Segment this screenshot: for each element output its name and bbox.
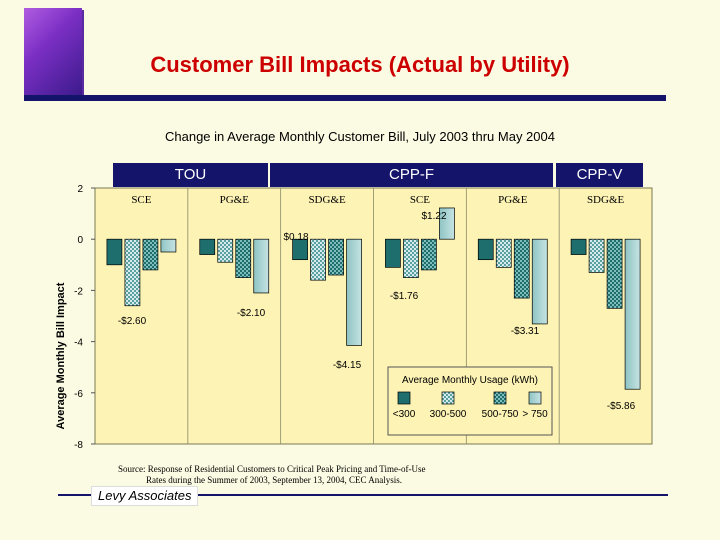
- data-label: -$2.10: [237, 308, 266, 319]
- bar: [235, 238, 252, 278]
- bar: [124, 238, 141, 307]
- band-cpp-f: CPP-F: [270, 163, 553, 187]
- data-label: -$5.86: [607, 401, 636, 412]
- y-tick-label: 0: [77, 235, 83, 246]
- y-axis-label: Average Monthly Bill Impact: [55, 282, 67, 429]
- category-label: SCE: [131, 194, 151, 206]
- y-tick-label: -6: [74, 389, 83, 400]
- category-label: SDG&E: [587, 194, 625, 206]
- category-label: SCE: [410, 194, 430, 206]
- page-title: Customer Bill Impacts (Actual by Utility…: [150, 52, 570, 77]
- source-line-1: Source: Response of Residential Customer…: [118, 464, 426, 474]
- y-tick-label: -2: [74, 286, 83, 297]
- bar: [606, 238, 623, 309]
- bar: [346, 238, 362, 346]
- legend-swatch: [493, 391, 507, 405]
- source-line-2: Rates during the Summer of 2003, Septemb…: [146, 475, 402, 485]
- legend-box: [387, 366, 553, 436]
- bar: [421, 238, 437, 271]
- bar: [588, 238, 605, 273]
- bar: [531, 238, 548, 325]
- bar: [570, 238, 587, 255]
- bar: [624, 238, 641, 390]
- bar: [385, 238, 401, 268]
- bar: [328, 238, 344, 276]
- y-tick-label: -8: [74, 440, 83, 451]
- category-label: SDG&E: [308, 194, 346, 206]
- band-label-cpp-f: CPP-F: [389, 166, 434, 183]
- header-rule: [24, 95, 666, 101]
- data-label: -$2.60: [118, 316, 147, 327]
- bar: [403, 238, 419, 278]
- y-tick-label: -4: [74, 338, 83, 349]
- bar: [217, 238, 234, 263]
- legend-swatch: [441, 391, 455, 405]
- bar: [253, 238, 270, 294]
- category-label: PG&E: [220, 194, 250, 206]
- bar: [439, 207, 455, 240]
- footer-rule: [58, 494, 668, 496]
- data-label: -$4.15: [333, 360, 362, 371]
- y-tick-label: 2: [77, 184, 83, 195]
- band-label-tou: TOU: [174, 166, 207, 183]
- company-name: Levy Associates: [91, 486, 199, 506]
- data-label: $1.22: [421, 211, 446, 222]
- legend-label: <300: [393, 409, 416, 420]
- band-label-cpp-v: CPP-V: [576, 166, 623, 183]
- chart-subtitle: Change in Average Monthly Customer Bill,…: [165, 129, 555, 144]
- logo-decoration: [24, 8, 82, 96]
- category-label: PG&E: [498, 194, 528, 206]
- legend-label: 500-750: [482, 409, 519, 420]
- bar: [477, 238, 494, 261]
- source-note: Source: Response of Residential Customer…: [118, 464, 498, 486]
- bar: [142, 238, 159, 271]
- bar: [199, 238, 216, 255]
- legend-label: > 750: [522, 409, 548, 420]
- bar: [310, 238, 326, 281]
- bar: [292, 238, 308, 261]
- data-label: -$1.76: [390, 291, 419, 302]
- data-label: -$3.31: [511, 326, 540, 337]
- data-label: $0.18: [283, 232, 308, 243]
- bar: [495, 238, 512, 268]
- bar: [513, 238, 530, 299]
- band-tou: TOU: [113, 163, 268, 187]
- legend-label: 300-500: [430, 409, 467, 420]
- legend-title: Average Monthly Usage (kWh): [402, 375, 538, 386]
- bar: [160, 238, 177, 253]
- band-cpp-v: CPP-V: [556, 163, 643, 187]
- legend-swatch: [528, 391, 542, 405]
- bar: [106, 238, 123, 266]
- legend-swatch: [397, 391, 411, 405]
